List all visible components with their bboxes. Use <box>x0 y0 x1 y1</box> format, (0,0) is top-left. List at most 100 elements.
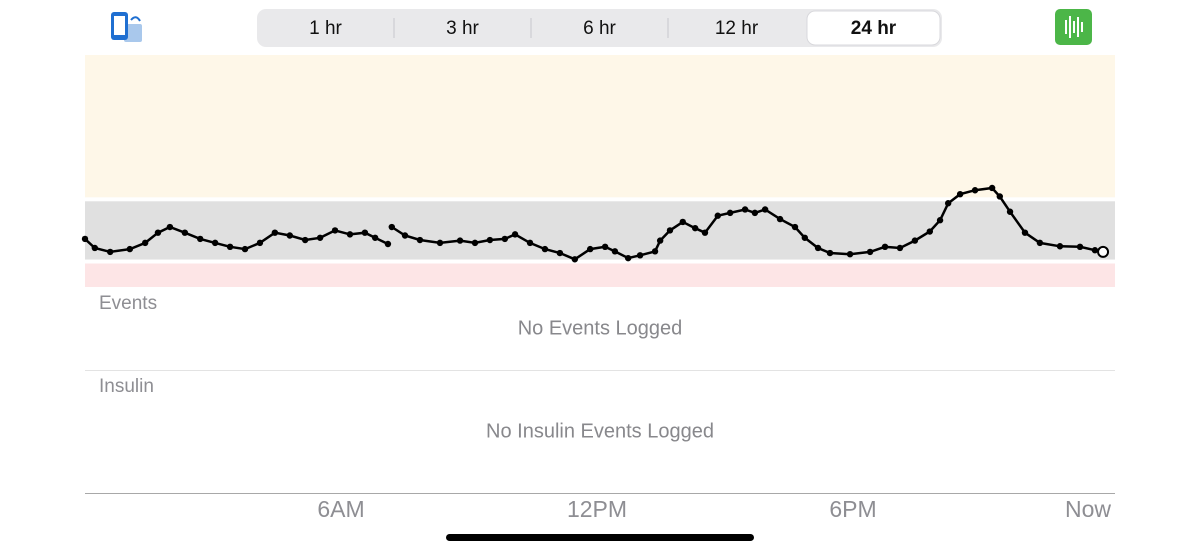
glucose-point <box>881 243 889 251</box>
glucose-point <box>154 229 162 236</box>
glucose-point <box>271 229 279 236</box>
glucose-point <box>791 223 799 231</box>
glucose-point <box>1076 243 1084 251</box>
glucose-point <box>666 227 674 234</box>
glucose-point <box>866 248 874 256</box>
glucose-point <box>371 234 379 241</box>
glucose-point <box>511 231 519 238</box>
glucose-point <box>776 215 784 223</box>
glucose-point <box>1021 229 1029 236</box>
glucose-point <box>471 239 479 247</box>
glucose-point <box>301 236 309 244</box>
glucose-point <box>181 229 189 236</box>
icon-arrow <box>130 16 141 22</box>
segment-label[interactable]: 3 hr <box>446 18 479 39</box>
glucose-point <box>241 245 249 253</box>
home-indicator <box>446 534 754 541</box>
glucose-point <box>996 193 1003 200</box>
glucose-point <box>926 228 934 235</box>
glucose-point <box>197 235 204 243</box>
glucose-point <box>911 237 919 244</box>
segment-label[interactable]: 24 hr <box>851 18 897 39</box>
glucose-point <box>286 232 294 239</box>
glucose-point <box>656 237 664 244</box>
glucose-point <box>526 239 534 247</box>
glucose-point <box>416 236 424 244</box>
glucose-point <box>91 244 99 252</box>
empty-message: No Insulin Events Logged <box>486 420 714 442</box>
segment-selected <box>806 10 941 46</box>
section-title: Events <box>99 293 157 314</box>
glucose-point <box>726 209 734 217</box>
glucose-point <box>486 236 494 244</box>
glucose-point <box>456 237 464 244</box>
button-glyph <box>1065 16 1083 38</box>
glucose-point <box>801 234 809 241</box>
segment-label[interactable]: 1 hr <box>309 18 342 39</box>
glucose-point <box>361 229 369 236</box>
glucose-point <box>556 249 564 257</box>
glucose-point <box>384 240 392 248</box>
glucose-point <box>611 248 619 255</box>
glucose-point <box>896 244 904 252</box>
segment-label[interactable]: 6 hr <box>583 18 616 39</box>
glucose-point <box>956 191 964 198</box>
glucose-point <box>944 200 952 207</box>
range-band <box>85 263 1115 287</box>
glucose-point <box>636 252 644 259</box>
segment-label[interactable]: 12 hr <box>715 18 759 39</box>
glucose-point <box>1097 245 1110 258</box>
glucose-point <box>256 239 264 247</box>
glucose-point <box>541 245 549 253</box>
sync-icon[interactable] <box>111 12 142 42</box>
x-tick-label: 6PM <box>829 496 876 522</box>
section-title: Insulin <box>99 376 154 397</box>
x-tick-label: Now <box>1065 496 1111 522</box>
glucose-point <box>624 254 632 262</box>
icon-screen <box>114 16 125 35</box>
range-band <box>85 201 1115 260</box>
x-tick-label: 12PM <box>567 496 627 522</box>
glucose-point <box>751 209 759 217</box>
glucose-point <box>1056 243 1064 250</box>
glucose-point <box>679 218 686 226</box>
glucose-point <box>346 231 354 238</box>
glucose-point <box>106 248 114 256</box>
empty-message: No Events Logged <box>518 317 683 339</box>
glucose-point <box>714 212 721 219</box>
glucose-point <box>741 206 749 213</box>
glucose-point <box>826 249 834 257</box>
glucose-point <box>388 223 395 231</box>
glucose-point <box>166 223 174 231</box>
glucose-point <box>571 256 579 263</box>
icon-back <box>124 24 142 42</box>
glucose-point <box>651 248 659 255</box>
glucose-point <box>701 229 709 236</box>
glucose-point <box>1091 247 1099 254</box>
glucose-point <box>691 224 699 232</box>
glucose-point <box>846 250 854 258</box>
glucose-point <box>141 239 149 247</box>
glucose-point <box>331 227 339 234</box>
glucose-point <box>601 243 609 251</box>
glucose-point <box>401 232 409 239</box>
glucose-point <box>971 187 979 194</box>
range-band <box>85 55 1115 198</box>
glucose-point <box>936 217 944 224</box>
glucose-point <box>814 244 822 252</box>
sound-button[interactable] <box>1055 9 1092 45</box>
glucose-point <box>81 235 89 243</box>
glucose-point <box>501 235 509 243</box>
glucose-point <box>226 243 234 251</box>
glucose-point <box>211 239 219 247</box>
glucose-point <box>761 206 769 213</box>
glucose-point <box>1006 208 1014 215</box>
glucose-point <box>316 234 324 241</box>
x-tick-label: 6AM <box>317 496 364 522</box>
glucose-point <box>436 239 444 247</box>
glucose-point <box>988 184 996 192</box>
segmented-control <box>257 9 942 47</box>
glucose-point <box>126 245 134 253</box>
